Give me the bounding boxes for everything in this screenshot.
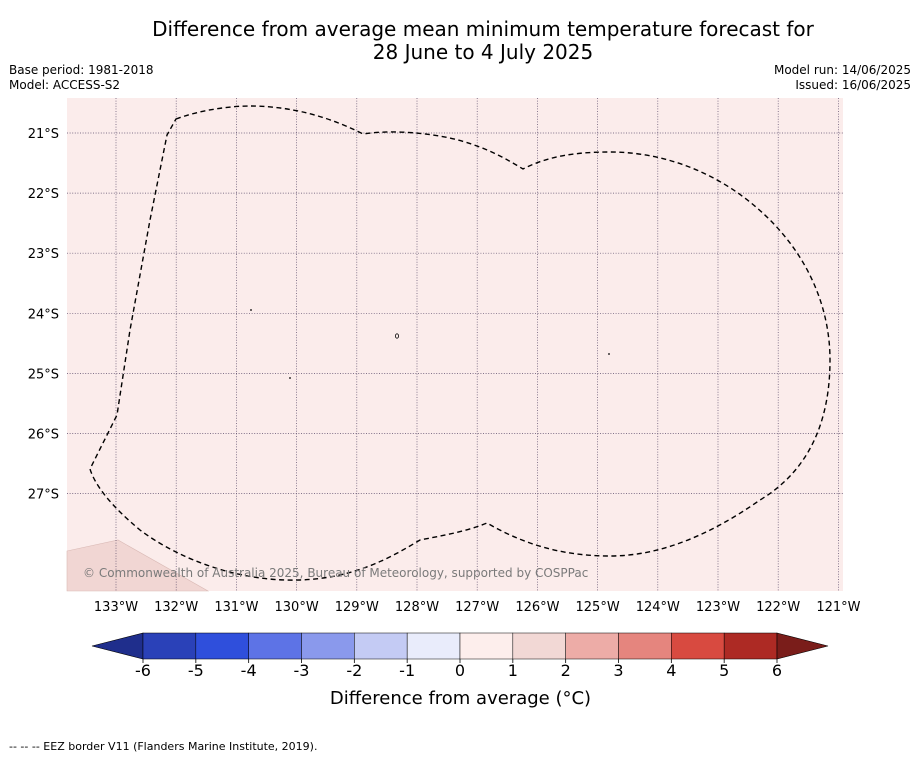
colorbar-segment: [248, 632, 302, 660]
colorbar-tick-label: 5: [719, 661, 730, 680]
longitude-label: 121°W: [816, 600, 860, 615]
longitude-label: 124°W: [636, 600, 680, 615]
model-run: Model run: 14/06/2025: [773, 63, 911, 77]
title-line-1: Difference from average mean minimum tem…: [152, 17, 814, 41]
colorbar-segment: [406, 632, 461, 660]
colorbar-extend-low: [91, 632, 144, 660]
longitude-label: 131°W: [214, 600, 258, 615]
issued-date: Issued: 16/06/2025: [795, 78, 911, 92]
longitude-label: 130°W: [275, 600, 319, 615]
colorbar-tick-label: -6: [135, 661, 151, 680]
colorbar-tick-label: -5: [187, 661, 204, 680]
copyright-notice: © Commonwealth of Australia 2025, Bureau…: [83, 566, 588, 580]
colorbar: [91, 632, 829, 663]
latitude-label: 23°S: [28, 247, 59, 262]
colorbar-extend-high: [776, 632, 829, 660]
island: [250, 309, 252, 311]
island: [608, 353, 610, 355]
graticule: [67, 98, 843, 591]
longitude-label: 126°W: [515, 600, 559, 615]
meta-left: Base period: 1981-2018 Model: ACCESS-S2: [9, 63, 154, 93]
meta-right: Model run: 14/06/2025 Issued: 16/06/2025: [774, 63, 911, 93]
colorbar-tick-label: 2: [560, 661, 571, 680]
colorbar-tick-label: -2: [346, 661, 363, 680]
colorbar-segment: [459, 632, 514, 660]
longitude-label: 123°W: [696, 600, 740, 615]
eez-legend-note: -- -- -- EEZ border V11 (Flanders Marine…: [9, 740, 318, 753]
longitude-label: 122°W: [756, 600, 800, 615]
colorbar-segment: [354, 632, 408, 660]
longitude-label: 133°W: [94, 600, 138, 615]
colorbar-tick-label: -4: [240, 661, 257, 680]
colorbar-segment: [565, 632, 619, 660]
latitude-label: 22°S: [28, 187, 59, 202]
map-title: Difference from average mean minimum tem…: [0, 18, 919, 64]
title-line-2: 28 June to 4 July 2025: [372, 40, 594, 64]
colorbar-tick-label: 6: [771, 661, 783, 680]
colorbar-segment: [301, 632, 355, 660]
longitude-label: 129°W: [335, 600, 379, 615]
colorbar-tick-label: -1: [399, 661, 416, 680]
model-name: Model: ACCESS-S2: [9, 78, 121, 92]
colorbar-tick-label: 1: [507, 661, 518, 680]
eez-border: [89, 105, 831, 581]
colorbar-segment: [618, 632, 672, 660]
latitude-labels: 21°S 22°S 23°S 24°S 25°S 26°S 27°S: [28, 127, 59, 503]
land: [66, 539, 210, 592]
colorbar-tick-label: 0: [454, 661, 466, 680]
island: [289, 377, 291, 379]
islands: [250, 309, 610, 379]
colorbar-segment: [195, 632, 249, 660]
latitude-label: 27°S: [28, 488, 59, 503]
island: [394, 333, 399, 339]
longitude-label: 127°W: [455, 600, 499, 615]
longitude-label: 125°W: [576, 600, 620, 615]
colorbar-label: Difference from average (°C): [329, 688, 592, 709]
longitude-label: 128°W: [395, 600, 439, 615]
colorbar-tick-label: 4: [666, 661, 677, 680]
latitude-label: 26°S: [28, 428, 59, 443]
base-period: Base period: 1981-2018: [9, 63, 154, 77]
latitude-label: 25°S: [28, 367, 59, 382]
colorbar-segment: [512, 632, 566, 660]
latitude-label: 24°S: [28, 307, 59, 322]
colorbar-tick-label: -3: [293, 661, 310, 680]
longitude-labels: 133°W 132°W 131°W 130°W 129°W 128°W 127°W 126°W…: [94, 600, 861, 615]
longitude-label: 132°W: [154, 600, 198, 615]
colorbar-segment: [671, 632, 725, 660]
latitude-label: 21°S: [28, 127, 59, 142]
colorbar-segment: [142, 632, 197, 660]
colorbar-tick-label: 3: [613, 661, 624, 680]
map-background: [67, 98, 843, 591]
colorbar-segment: [723, 632, 778, 660]
